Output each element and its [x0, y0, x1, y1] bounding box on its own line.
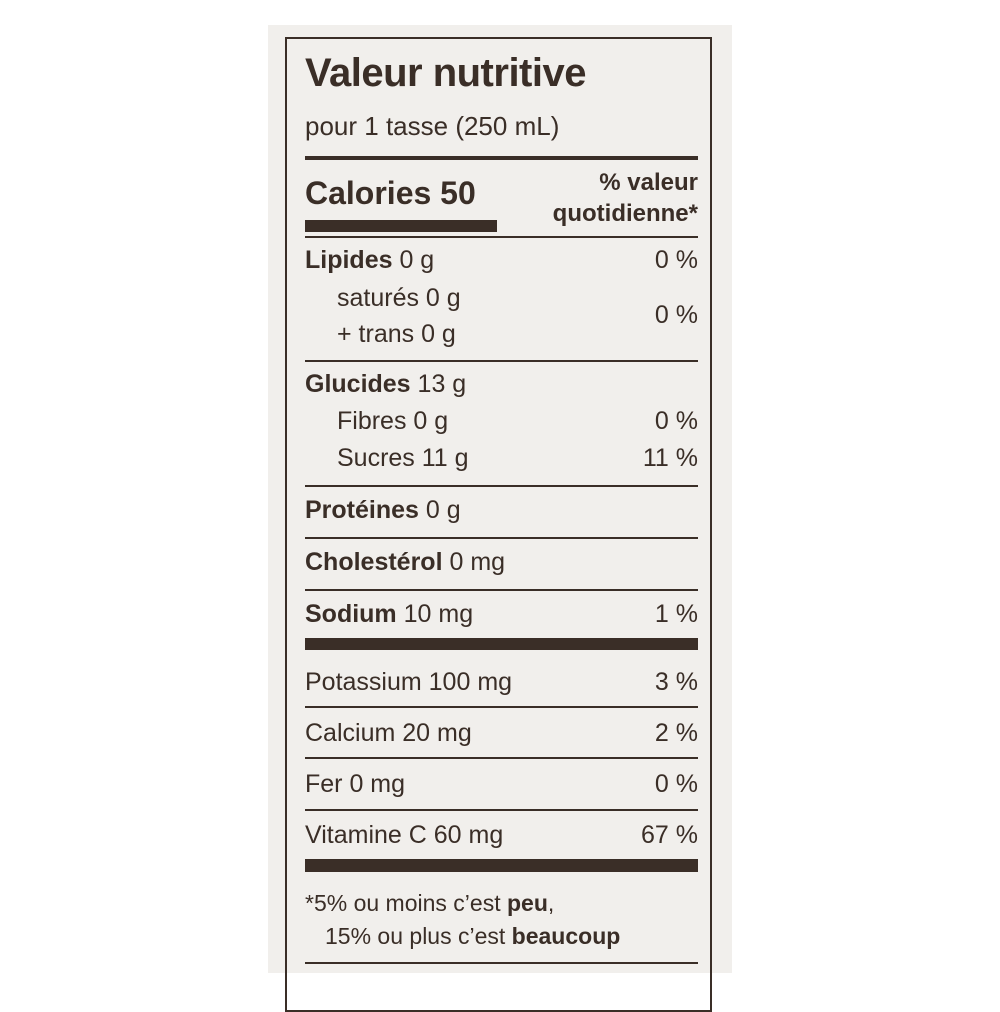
calories-value: 50 — [440, 175, 476, 211]
divider-calcium — [305, 757, 698, 759]
lipides-name: Lipides — [305, 246, 393, 274]
glucides-amount: 13 g — [410, 370, 467, 398]
cholesterol-name: Cholestérol — [305, 548, 443, 576]
serving-size: pour 1 tasse (250 mL) — [305, 111, 560, 141]
fer-pct: 0 % — [654, 770, 698, 798]
glucides-name: Glucides — [305, 370, 411, 398]
divider-thick-footnote — [305, 859, 698, 872]
footnote-line2: 15% ou plus c’est beaucoup — [305, 920, 620, 953]
daily-value-header: % valeur quotidienne* — [553, 167, 698, 229]
divider-proteines — [305, 537, 698, 539]
vitamine-c-pct: 67 % — [641, 821, 698, 849]
fibres-pct: 0 % — [654, 407, 698, 435]
proteines-amount: 0 g — [418, 496, 461, 524]
footnote-comma: , — [547, 890, 555, 916]
lipides-amount: 0 g — [392, 246, 435, 274]
trans-name: + trans 0 g — [337, 320, 456, 348]
divider-lipides — [305, 360, 698, 362]
package-background — [268, 25, 732, 973]
footnote-beaucoup: beaucoup — [511, 923, 621, 949]
divider-thick-minerals — [305, 638, 698, 650]
sodium-name: Sodium — [305, 600, 397, 628]
satures-trans-pct: 0 % — [654, 301, 698, 329]
calories-line: Calories 50 — [305, 175, 476, 212]
sodium-amount: 10 mg — [396, 600, 474, 628]
sodium-pct: 1 % — [654, 600, 698, 628]
footnote-peu: peu — [506, 890, 548, 916]
calcium-pct: 2 % — [654, 719, 698, 747]
sucres-pct: 11 % — [642, 444, 698, 472]
fibres-name: Fibres 0 g — [337, 407, 449, 435]
calories-bar — [305, 220, 497, 232]
divider-calories — [305, 236, 698, 238]
divider-fer — [305, 809, 698, 811]
label-title: Valeur nutritive — [305, 51, 586, 95]
footnote-line1: *5% ou moins c’est peu, — [305, 887, 620, 920]
cholesterol-amount: 0 mg — [442, 548, 506, 576]
divider-glucides — [305, 485, 698, 487]
proteines-name: Protéines — [305, 496, 419, 524]
footnote-line1-text: *5% ou moins c’est — [305, 890, 507, 916]
daily-value-header-line1: % valeur — [599, 169, 698, 196]
satures-name: saturés 0 g — [337, 284, 461, 312]
divider-potassium — [305, 706, 698, 708]
divider-cholesterol — [305, 589, 698, 591]
footnote-line2-text: 15% ou plus c’est — [325, 923, 512, 949]
nutrition-facts-panel: Valeur nutritive pour 1 tasse (250 mL) C… — [285, 37, 712, 1012]
daily-value-header-line2: quotidienne* — [552, 200, 698, 227]
vitamine-c-name: Vitamine C 60 mg — [305, 821, 504, 849]
calcium-name: Calcium 20 mg — [305, 719, 472, 747]
divider-serving — [305, 156, 698, 160]
fer-name: Fer 0 mg — [305, 770, 406, 798]
calories-label: Calories — [305, 175, 432, 211]
footnote: *5% ou moins c’est peu, 15% ou plus c’es… — [305, 887, 620, 953]
sucres-name: Sucres 11 g — [337, 444, 469, 472]
potassium-pct: 3 % — [654, 668, 698, 696]
lipides-pct: 0 % — [654, 246, 698, 274]
potassium-name: Potassium 100 mg — [305, 668, 513, 696]
divider-bottom — [305, 962, 698, 964]
